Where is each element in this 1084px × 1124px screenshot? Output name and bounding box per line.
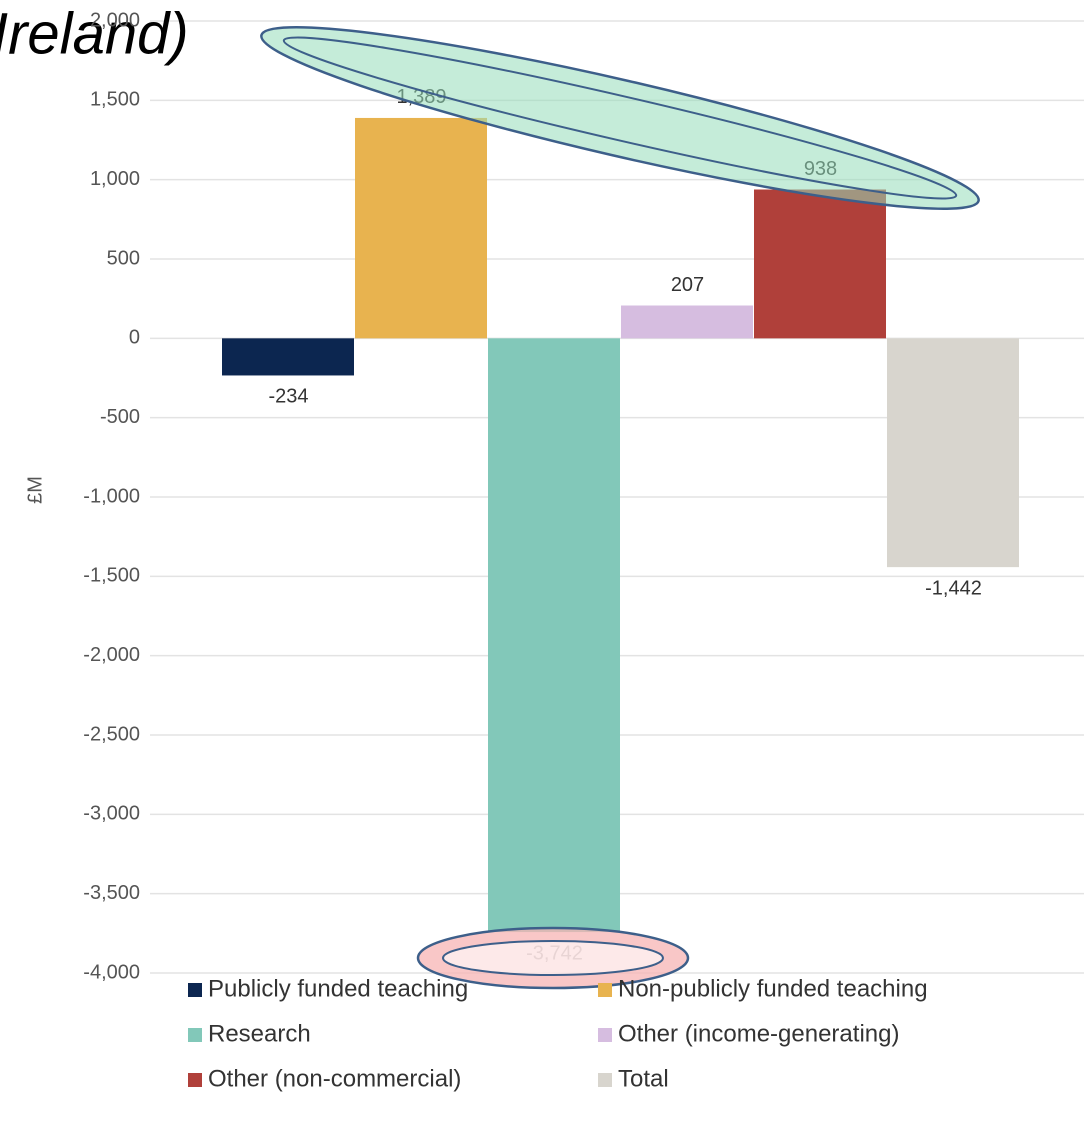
legend-label: Other (income-generating) [618,1020,899,1047]
y-tick-label: 1,000 [90,168,140,190]
data-label: 207 [671,274,704,296]
y-tick-label: 0 [129,327,140,349]
bar [222,338,354,376]
bar [621,305,753,339]
y-axis-label: £M [24,476,46,504]
legend-swatch [598,1028,612,1042]
y-tick-label: -4,000 [83,961,140,983]
bar [488,338,620,933]
legend-label: Total [618,1065,669,1092]
y-tick-label: 500 [107,247,140,269]
bar [355,117,487,339]
y-tick-label: -1,500 [83,565,140,587]
y-tick-label: 2,000 [90,9,140,31]
bar [754,189,886,339]
legend: Publicly funded teaching Non-publicly fun… [188,975,928,1092]
y-tick-label: -2,500 [83,723,140,745]
annotation-pink [416,926,690,990]
data-label: -1,442 [925,577,982,599]
legend-label: Research [208,1020,311,1047]
legend-swatch [598,1073,612,1087]
highlight-ellipse-inner [282,36,958,200]
chart-title: Ireland) [0,1,189,66]
y-tick-label: -1,000 [83,485,140,507]
bars [222,117,1019,933]
highlight-ellipse-inner [442,940,664,976]
annotation-green [260,26,980,210]
y-tick-label: -2,000 [83,644,140,666]
y-tick-label: -500 [100,406,140,428]
legend-label: Other (non-commercial) [208,1065,461,1092]
bar [887,338,1019,568]
legend-swatch [188,983,202,997]
legend-label: Publicly funded teaching [208,975,468,1002]
legend-swatch [188,1073,202,1087]
y-tick-label: -3,500 [83,882,140,904]
legend-label: Non-publicly funded teaching [618,975,928,1002]
legend-swatch [188,1028,202,1042]
y-tick-label: 1,500 [90,89,140,111]
y-tick-label: -3,000 [83,803,140,825]
data-label: -234 [268,386,308,408]
highlight-ellipse [260,26,980,210]
legend-swatch [598,983,612,997]
